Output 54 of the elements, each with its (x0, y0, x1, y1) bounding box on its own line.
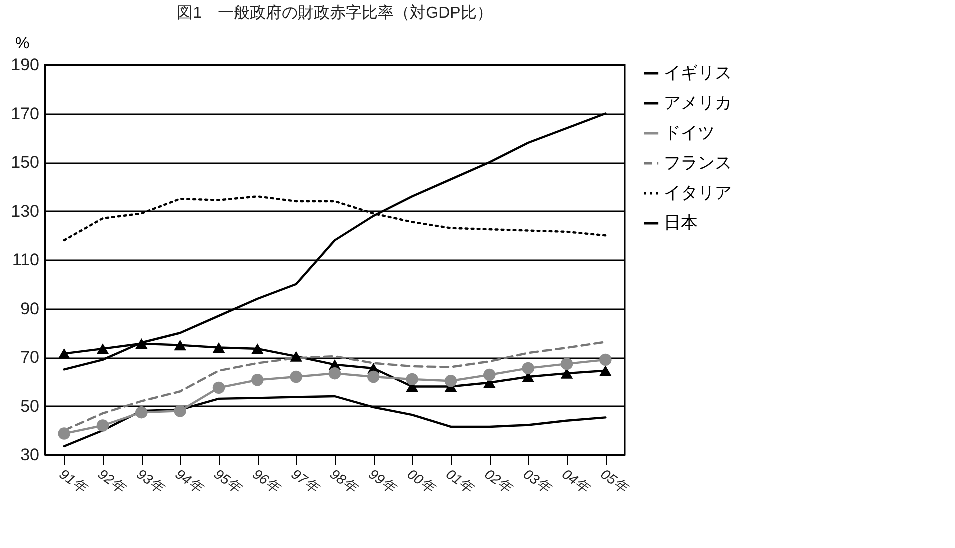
point (290, 370, 302, 384)
x-tick-label: 98年 (327, 466, 362, 497)
point (96, 344, 110, 354)
x-tick-label: 92年 (95, 466, 130, 497)
y-tick-label: 170 (11, 104, 40, 124)
x-tick-label: 93年 (134, 466, 168, 497)
y-tick-label: 110 (12, 250, 40, 270)
x-tick-label: 01年 (443, 466, 478, 497)
point (212, 382, 226, 394)
legend-label: 日本 (664, 214, 698, 232)
point (252, 374, 264, 386)
x-tick-label: 94年 (172, 466, 208, 497)
y-tick-label: 90 (20, 299, 40, 318)
point (136, 406, 148, 419)
x-tick-label: 00年 (404, 466, 440, 497)
y-axis-title: % (16, 36, 30, 52)
point (560, 358, 574, 370)
point (328, 367, 342, 380)
y-tick-label: 30 (20, 446, 40, 464)
point (444, 375, 458, 388)
y-tick-label: 50 (20, 396, 40, 416)
point (58, 428, 70, 440)
point (600, 354, 612, 366)
x-tick-label: 99年 (366, 466, 400, 497)
legend-label: アメリカ (664, 94, 732, 112)
point (290, 351, 302, 362)
x-tick-label: 95年 (211, 466, 246, 497)
point (174, 340, 186, 351)
x-tick-label: 91年 (56, 466, 92, 497)
legend-label: イギリス (664, 64, 732, 82)
chart-title: 図1 一般政府の財政赤字比率（対GDP比） (177, 4, 493, 22)
point (174, 405, 186, 418)
y-tick-label: 70 (20, 348, 40, 367)
x-tick-label: 97年 (288, 466, 324, 497)
legend-label: フランス (664, 154, 732, 172)
point (600, 366, 612, 376)
point (368, 370, 380, 384)
legend-label: ドイツ (664, 124, 715, 142)
point (58, 348, 70, 360)
y-tick-label: 130 (11, 202, 40, 221)
x-tick-label: 05年 (598, 466, 632, 497)
point (522, 362, 534, 375)
point (96, 420, 110, 432)
point (252, 344, 264, 354)
y-tick-label: 150 (11, 153, 40, 172)
point (484, 368, 496, 382)
x-tick-label: 04年 (559, 466, 594, 497)
legend-label: イタリア (664, 184, 732, 202)
x-tick-label: 02年 (482, 466, 516, 497)
y-tick-label: 190 (11, 56, 40, 74)
point (406, 373, 418, 386)
point (212, 342, 226, 354)
x-tick-label: 03年 (520, 466, 556, 497)
x-tick-label: 96年 (250, 466, 284, 497)
